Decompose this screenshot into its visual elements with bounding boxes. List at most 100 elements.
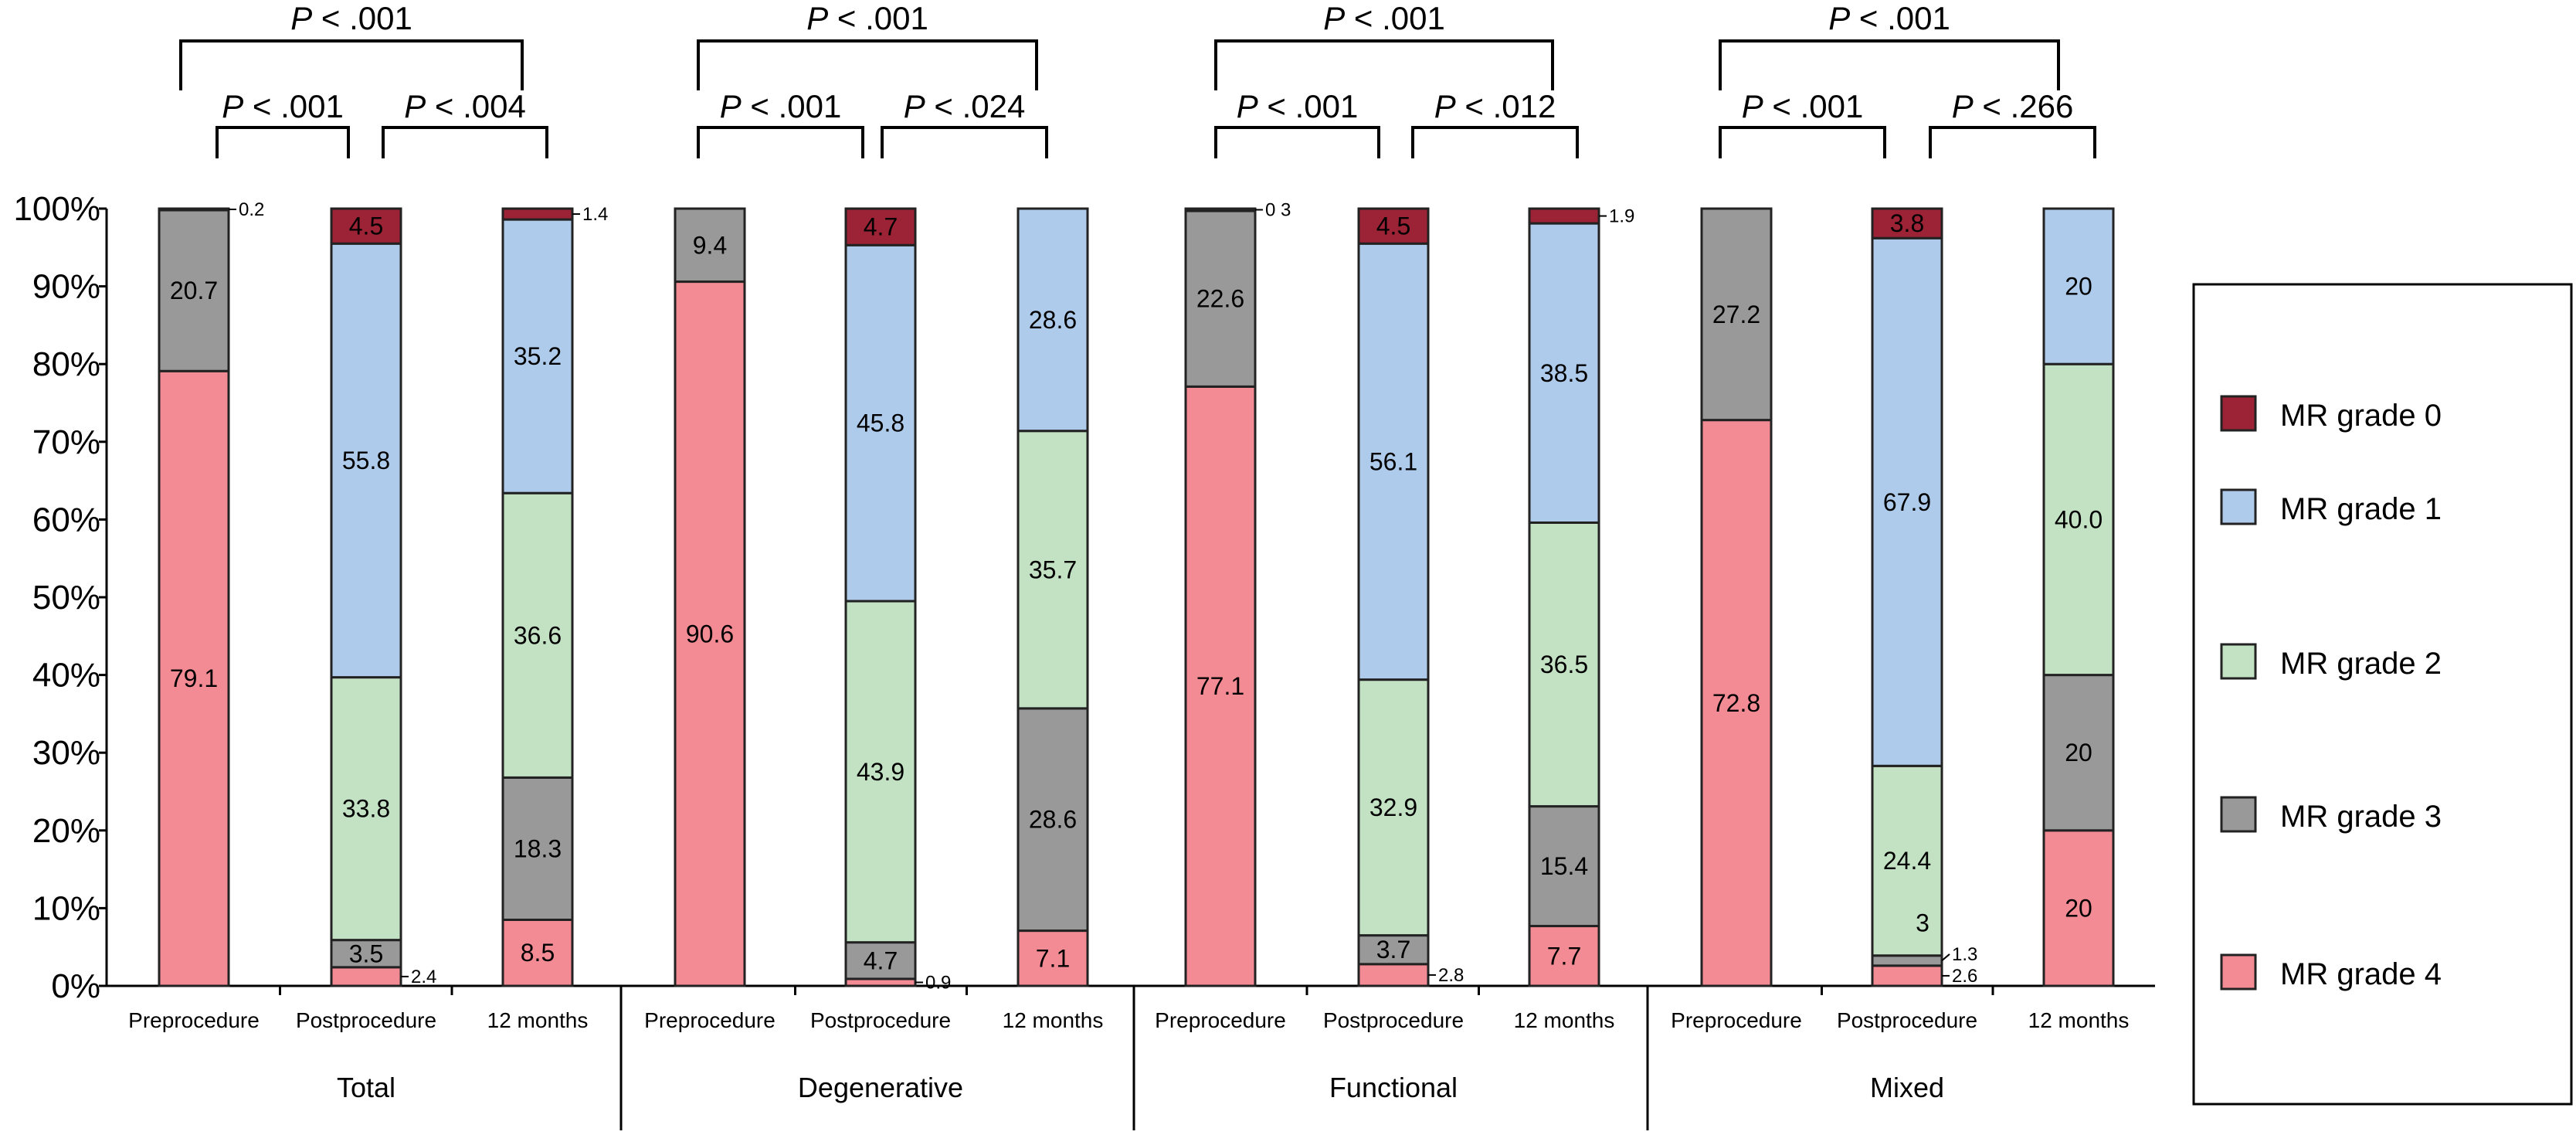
bar-segment: [1016, 207, 1089, 433]
y-tick-label: 10%: [32, 889, 100, 927]
x-category-label: Postprocedure: [1837, 1008, 1977, 1032]
legend-label: MR grade 3: [2280, 800, 2442, 834]
bar-segment: [1528, 521, 1600, 808]
bar-segment: [844, 600, 917, 944]
group-label: Mixed: [1870, 1072, 1944, 1103]
bar-value-label: 1.4: [582, 204, 608, 225]
bar-value-label: 7.1: [1036, 944, 1070, 972]
y-tick-label: 30%: [32, 734, 100, 772]
group-label: Total: [337, 1072, 395, 1103]
bar-segment: [501, 776, 574, 921]
bar-value-label: 1.9: [1609, 206, 1634, 227]
legend-swatch: [2220, 488, 2257, 525]
x-category-label: Preprocedure: [1155, 1008, 1286, 1032]
bar-segment: [844, 207, 917, 246]
bar-value-label: 55.8: [342, 447, 390, 474]
bar-segment: [1871, 207, 1943, 240]
bar-value-label: 2.8: [1438, 965, 1464, 986]
bar-segment: [501, 918, 574, 987]
p-value-top: P < .001: [806, 0, 928, 36]
bar-value-label: 32.9: [1369, 793, 1417, 821]
group-label: Degenerative: [798, 1072, 963, 1103]
bar-segment: [2042, 207, 2115, 365]
bar-value-label: 3.5: [349, 940, 383, 967]
p-bracket-top: [1214, 39, 1554, 90]
p-value-left: P < .001: [1237, 88, 1359, 124]
y-tick-label: 0%: [51, 967, 100, 1005]
bar-value-label: 77.1: [1196, 672, 1244, 700]
bar-segment: [1357, 207, 1430, 245]
bar-value-label: 22.6: [1196, 285, 1244, 313]
y-tick-label: 40%: [32, 657, 100, 695]
bar-value-label: 36.6: [514, 621, 562, 649]
p-bracket-right: [1411, 126, 1579, 158]
bar-value-label: 0.9: [925, 972, 951, 993]
bar-segment: [1357, 678, 1430, 937]
bar-value-label: 0 3: [1265, 200, 1291, 221]
p-value-right: P < .266: [1952, 88, 2074, 124]
bar-value-label: 8.5: [521, 939, 555, 967]
bar-segment: [1357, 963, 1430, 987]
bar-value-label: 35.2: [514, 342, 562, 370]
bar-segment: [1184, 207, 1257, 212]
bar-value-label: 20: [2065, 894, 2092, 922]
bar-value-label: 4.7: [864, 946, 898, 974]
bar-value-label: 27.2: [1712, 301, 1760, 328]
y-tick-label: 90%: [32, 268, 100, 306]
bar-value-label: 45.8: [857, 409, 904, 437]
x-category-label: Preprocedure: [1671, 1008, 1802, 1032]
x-category-label: Postprocedure: [810, 1008, 951, 1032]
legend-swatch: [2220, 796, 2257, 833]
y-tick-label: 20%: [32, 812, 100, 850]
bar-value-label: 20.7: [170, 277, 218, 304]
bar-segment: [330, 207, 402, 245]
bar-segment: [1528, 222, 1600, 524]
bar-segment: [844, 243, 917, 603]
bar-value-label: 0.2: [239, 199, 264, 220]
bar-segment: [158, 369, 230, 987]
bar-segment: [330, 966, 402, 987]
bar-segment: [1700, 207, 1773, 422]
group-label: Functional: [1329, 1072, 1458, 1103]
bar-value-label: 79.1: [170, 664, 218, 692]
bar-segment: [1016, 929, 1089, 987]
p-bracket-right: [1929, 126, 2096, 158]
bar-segment: [1184, 385, 1257, 987]
bar-value-label: 38.5: [1540, 359, 1588, 387]
bar-segment: [501, 491, 574, 779]
bar-value-label: 28.6: [1029, 806, 1077, 834]
legend-swatch: [2220, 395, 2257, 432]
bar-segment: [1357, 242, 1430, 681]
legend-label: MR grade 0: [2280, 399, 2442, 433]
x-category-label: 12 months: [2028, 1008, 2130, 1032]
bar-value-label: 36.5: [1540, 651, 1588, 678]
x-category-label: 12 months: [1514, 1008, 1615, 1032]
bar-label-leader: [1941, 953, 1950, 962]
bar-segment: [158, 207, 230, 212]
bar-value-label: 35.7: [1029, 556, 1077, 583]
bar-value-label: 24.4: [1883, 847, 1931, 875]
y-tick-label: 50%: [32, 579, 100, 617]
bar-value-label: 9.4: [693, 231, 727, 259]
bar-segment: [1528, 207, 1600, 225]
bar-value-label: 7.7: [1547, 942, 1581, 970]
x-category-label: Preprocedure: [644, 1008, 776, 1032]
y-tick-label: 100%: [13, 190, 100, 228]
x-category-label: 12 months: [487, 1008, 589, 1032]
x-category-label: 12 months: [1003, 1008, 1104, 1032]
bar-segment: [330, 242, 402, 679]
bar-segment: [2042, 674, 2115, 832]
bar-value-label: 3.8: [1890, 209, 1924, 237]
p-bracket-top: [1719, 39, 2060, 90]
p-bracket-left: [216, 126, 350, 158]
p-bracket-top: [697, 39, 1038, 90]
p-value-left: P < .001: [1742, 88, 1864, 124]
bar-value-label: 56.1: [1369, 447, 1417, 475]
p-bracket-right: [382, 126, 548, 158]
bar-value-label: 72.8: [1712, 689, 1760, 717]
bar-value-label: 15.4: [1540, 852, 1588, 880]
p-value-right: P < .024: [904, 88, 1026, 124]
p-value-top: P < .001: [1828, 0, 1950, 36]
legend-swatch: [2220, 953, 2257, 991]
